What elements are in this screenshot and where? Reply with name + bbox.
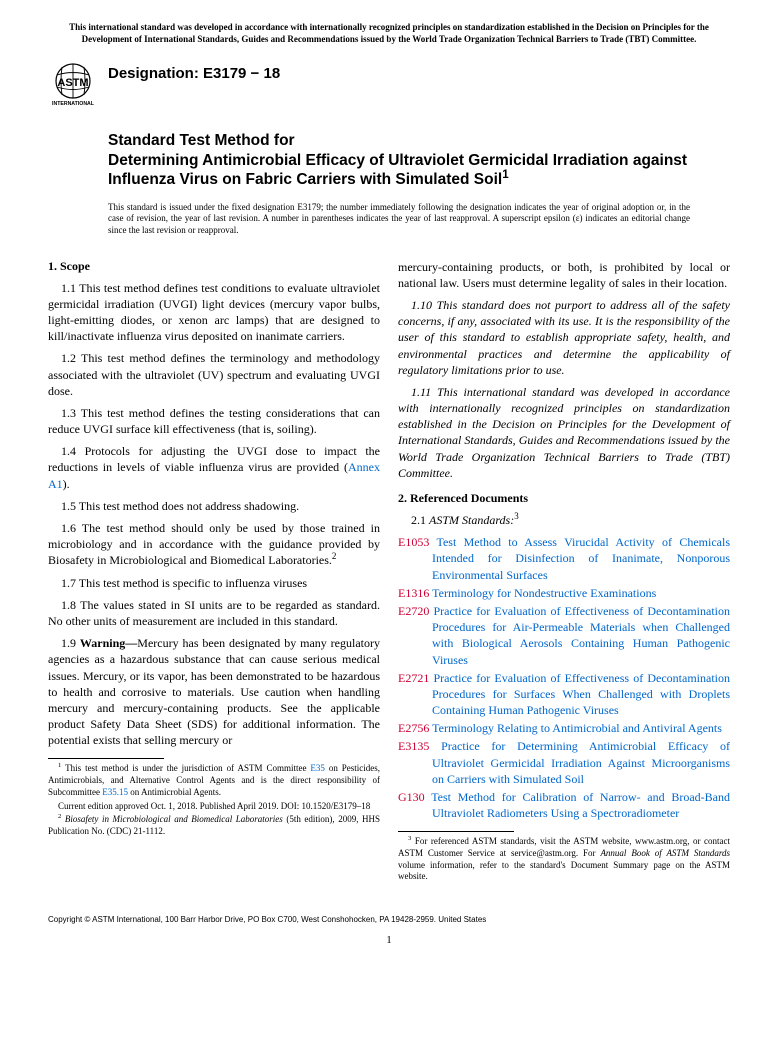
- history-note: This standard is issued under the fixed …: [108, 202, 690, 237]
- ref-item[interactable]: E1053 Test Method to Assess Virucidal Ac…: [398, 534, 730, 583]
- ref-code: G130: [398, 790, 425, 804]
- astm-logo: ASTM INTERNATIONAL: [48, 63, 98, 107]
- committee-link[interactable]: E35: [310, 763, 325, 773]
- para-1-6: 1.6 The test method should only be used …: [48, 520, 380, 569]
- refs-heading: 2. Referenced Documents: [398, 491, 730, 506]
- footnote-3-title: Annual Book of ASTM Standards: [600, 848, 730, 858]
- footnote-ref-3: 3: [514, 511, 519, 521]
- ref-item[interactable]: E1316 Terminology for Nondestructive Exa…: [398, 585, 730, 601]
- ref-text: Practice for Evaluation of Effectiveness…: [432, 671, 730, 717]
- para-1-8: 1.8 The values stated in SI units are to…: [48, 597, 380, 629]
- footnote-2-title: Biosafety in Microbiological and Biomedi…: [61, 814, 282, 824]
- body-columns: 1. Scope 1.1 This test method defines te…: [48, 259, 730, 886]
- para-1-4-a: 1.4 Protocols for adjusting the UVGI dos…: [48, 444, 380, 474]
- para-1-5: 1.5 This test method does not address sh…: [48, 498, 380, 514]
- para-1-4-b: ).: [63, 477, 70, 491]
- ref-text: Test Method to Assess Virucidal Activity…: [432, 535, 730, 581]
- header-row: ASTM INTERNATIONAL Designation: E3179 − …: [48, 63, 730, 107]
- designation-block: Designation: E3179 − 18: [108, 63, 280, 82]
- page: This international standard was develope…: [0, 0, 778, 966]
- para-1-9-body: Mercury has been designated by many regu…: [48, 636, 380, 747]
- para-1-1: 1.1 This test method defines test condit…: [48, 280, 380, 345]
- ref-text: Test Method for Calibration of Narrow- a…: [431, 790, 730, 820]
- page-number: 1: [48, 934, 730, 946]
- ref-code: E1053: [398, 535, 429, 549]
- ref-item[interactable]: E2720 Practice for Evaluation of Effecti…: [398, 603, 730, 668]
- para-2-1-num: 2.1: [411, 513, 429, 527]
- ref-code: E2756: [398, 721, 429, 735]
- scope-heading: 1. Scope: [48, 259, 380, 274]
- subcommittee-link[interactable]: E35.15: [102, 787, 128, 797]
- svg-text:ASTM: ASTM: [57, 77, 88, 89]
- para-2-1-label: ASTM Standards:: [429, 513, 514, 527]
- ref-text: Terminology for Nondestructive Examinati…: [432, 586, 656, 600]
- footnote-1-c: on Antimicrobial Agents.: [128, 787, 221, 797]
- title-line1: Standard Test Method for: [108, 132, 295, 149]
- para-1-2: 1.2 This test method defines the termino…: [48, 350, 380, 399]
- footnotes-left: 1 This test method is under the jurisdic…: [48, 758, 380, 837]
- para-2-1: 2.1 ASTM Standards:3: [398, 512, 730, 528]
- footnotes-right: 3 For referenced ASTM standards, visit t…: [398, 831, 730, 883]
- para-1-10: 1.10 This standard does not purport to a…: [398, 297, 730, 378]
- footnote-1-a: This test method is under the jurisdicti…: [61, 763, 310, 773]
- footnote-2: 2 Biosafety in Microbiological and Biome…: [48, 814, 380, 837]
- title-block: Standard Test Method for Determining Ant…: [108, 131, 710, 189]
- footnote-3: 3 For referenced ASTM standards, visit t…: [398, 836, 730, 883]
- ref-code: E2721: [398, 671, 429, 685]
- ref-code: E3135: [398, 739, 429, 753]
- para-1-9-num: 1.9: [61, 636, 80, 650]
- footnote-1: 1 This test method is under the jurisdic…: [48, 763, 380, 798]
- title-line2: Determining Antimicrobial Efficacy of Ul…: [108, 152, 687, 188]
- ref-code: E2720: [398, 604, 429, 618]
- ref-item[interactable]: E2721 Practice for Evaluation of Effecti…: [398, 670, 730, 719]
- title: Standard Test Method for Determining Ant…: [108, 131, 710, 189]
- ref-text: Terminology Relating to Antimicrobial an…: [432, 721, 722, 735]
- ref-code: E1316: [398, 586, 429, 600]
- para-1-4: 1.4 Protocols for adjusting the UVGI dos…: [48, 443, 380, 492]
- para-1-3: 1.3 This test method defines the testing…: [48, 405, 380, 437]
- ref-text: Practice for Evaluation of Effectiveness…: [432, 604, 730, 667]
- title-footnote-ref: 1: [502, 168, 508, 181]
- ref-item[interactable]: E2756 Terminology Relating to Antimicrob…: [398, 720, 730, 736]
- ref-item[interactable]: E3135 Practice for Determining Antimicro…: [398, 738, 730, 787]
- para-1-6-text: 1.6 The test method should only be used …: [48, 521, 380, 567]
- para-1-9-cont: mercury-containing products, or both, is…: [398, 259, 730, 291]
- footnote-3-c: volume information, refer to the standar…: [398, 860, 730, 882]
- ref-item[interactable]: G130 Test Method for Calibration of Narr…: [398, 789, 730, 821]
- designation: Designation: E3179 − 18: [108, 65, 280, 82]
- copyright: Copyright © ASTM International, 100 Barr…: [48, 915, 730, 924]
- para-1-7: 1.7 This test method is specific to infl…: [48, 575, 380, 591]
- para-1-11: 1.11 This international standard was dev…: [398, 384, 730, 481]
- footnote-ref-2: 2: [332, 551, 337, 561]
- ref-text: Practice for Determining Antimicrobial E…: [432, 739, 730, 785]
- right-column: mercury-containing products, or both, is…: [398, 259, 730, 886]
- warning-label: Warning—: [80, 636, 137, 650]
- para-1-9: 1.9 Warning—Mercury has been designated …: [48, 635, 380, 748]
- footnote-1-edition: Current edition approved Oct. 1, 2018. P…: [48, 801, 380, 813]
- svg-text:INTERNATIONAL: INTERNATIONAL: [52, 101, 95, 107]
- top-notice: This international standard was develope…: [48, 22, 730, 45]
- left-column: 1. Scope 1.1 This test method defines te…: [48, 259, 380, 886]
